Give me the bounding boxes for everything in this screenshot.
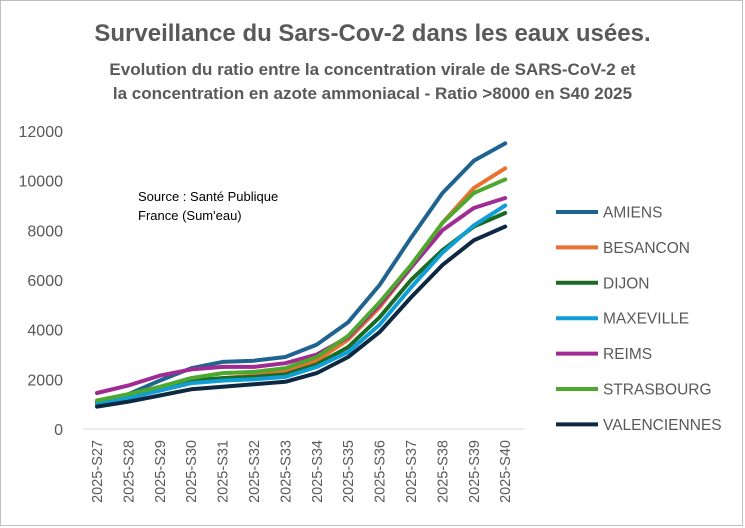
y-tick-label: 12000 [19,124,64,141]
legend-label-amiens: AMIENS [603,205,662,222]
x-tick-label: 2025-S35 [341,440,357,503]
x-tick-label: 2025-S27 [90,440,106,503]
x-tick-label: 2025-S40 [498,440,514,503]
series-line-reims [95,196,508,395]
x-tick-label: 2025-S31 [216,440,232,503]
x-tick-label: 2025-S30 [184,440,200,503]
source-line2: France (Sum'eau) [138,208,242,223]
series-line-valenciennes [95,224,508,409]
source-line1: Source : Santé Publique [138,189,279,204]
chart-title: Surveillance du Sars-Cov-2 dans les eaux… [94,20,651,47]
y-tick-label: 10000 [19,174,64,191]
chart-subtitle-line2: la concentration en azote ammoniacal - R… [112,84,633,103]
legend-label-valenciennes: VALENCIENNES [603,417,722,434]
y-tick-label: 2000 [27,372,63,389]
legend-label-reims: REIMS [603,346,652,363]
chart-subtitle-line1: Evolution du ratio entre la concentratio… [109,60,636,79]
x-tick-label: 2025-S32 [247,440,263,503]
x-tick-label: 2025-S36 [373,440,389,503]
x-tick-label: 2025-S38 [435,440,451,503]
legend-label-dijon: DIJON [603,275,650,292]
series-line-strasbourg [95,177,508,403]
legend-label-strasbourg: STRASBOURG [603,382,712,399]
x-tick-label: 2025-S33 [278,440,294,503]
x-tick-label: 2025-S28 [121,440,137,503]
legend-label-maxeville: MAXEVILLE [603,311,689,328]
x-tick-label: 2025-S34 [310,440,326,503]
series-line-amiens [95,141,508,404]
y-tick-label: 4000 [27,323,63,340]
y-tick-label: 6000 [27,273,63,290]
y-tick-label: 0 [54,422,63,439]
x-tick-label: 2025-S37 [404,440,420,503]
series-line-maxeville [95,203,508,407]
x-tick-label: 2025-S39 [467,440,483,503]
x-tick-label: 2025-S29 [153,440,169,503]
y-tick-label: 8000 [27,223,63,240]
legend-label-besancon: BESANCON [603,240,690,257]
